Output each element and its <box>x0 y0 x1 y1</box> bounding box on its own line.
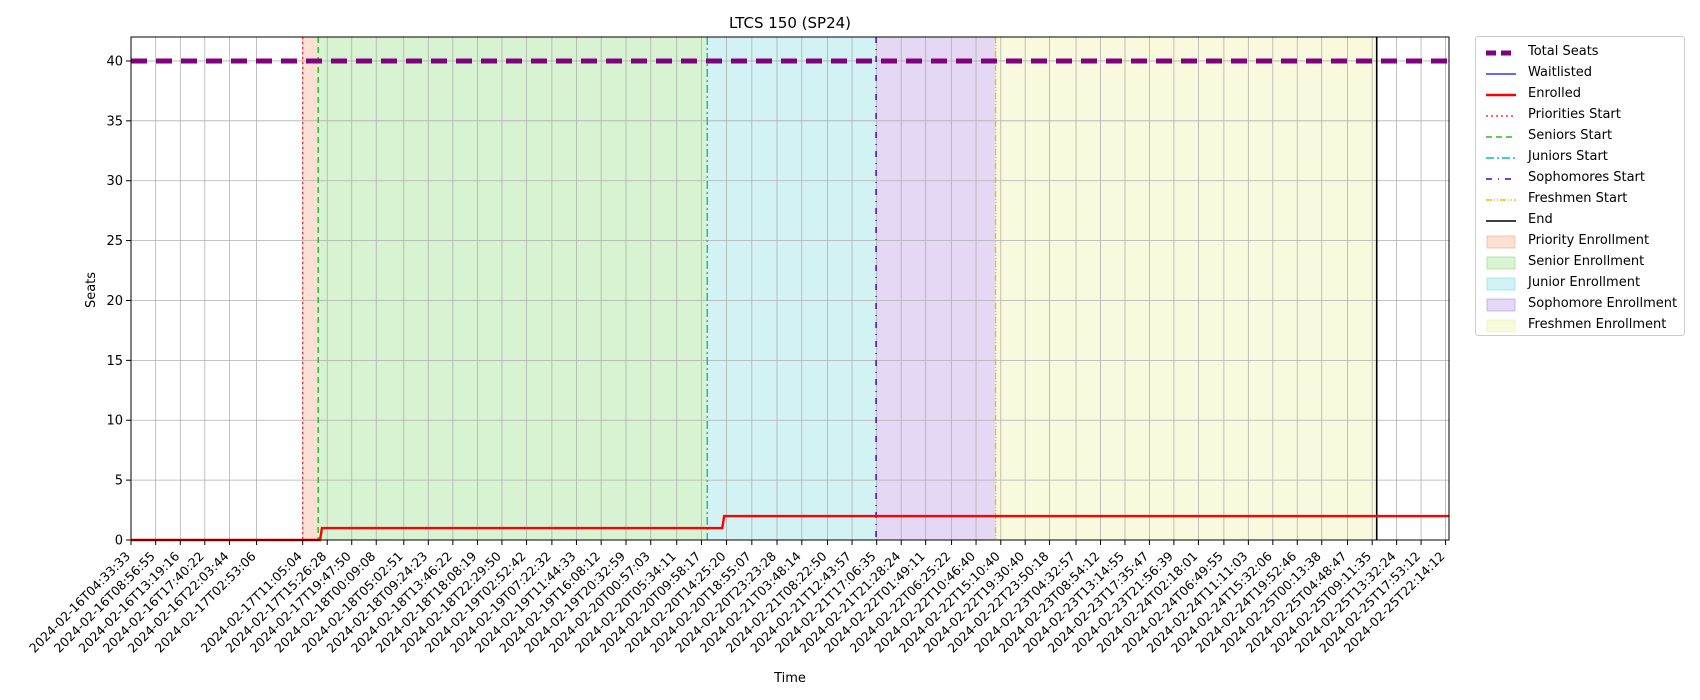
legend-item: Waitlisted <box>1482 62 1678 83</box>
legend-label: Seniors Start <box>1528 128 1613 143</box>
legend-item: Sophomores Start <box>1482 167 1678 188</box>
legend-item: Freshmen Enrollment <box>1482 314 1678 335</box>
legend-swatch <box>1486 276 1516 290</box>
legend-swatch <box>1486 255 1516 269</box>
legend-swatch <box>1486 297 1516 311</box>
y-tick-label: 30 <box>106 174 123 189</box>
legend-label: End <box>1528 212 1553 227</box>
legend-item: Juniors Start <box>1482 146 1678 167</box>
y-axis-label: Seats <box>84 272 99 308</box>
y-tick-label: 35 <box>106 114 123 129</box>
legend-item: Seniors Start <box>1482 125 1678 146</box>
legend-label: Sophomore Enrollment <box>1528 296 1678 311</box>
legend-swatch <box>1486 108 1516 122</box>
legend-label: Freshmen Enrollment <box>1528 317 1667 332</box>
legend-label: Juniors Start <box>1528 149 1608 164</box>
legend-swatch <box>1486 87 1516 101</box>
legend-item: Freshmen Start <box>1482 188 1678 209</box>
legend-item: Senior Enrollment <box>1482 251 1678 272</box>
legend-item: Priority Enrollment <box>1482 230 1678 251</box>
chart-title: LTCS 150 (SP24) <box>729 14 851 32</box>
legend-label: Total Seats <box>1528 44 1599 59</box>
legend-swatch <box>1486 129 1516 143</box>
legend: Total Seats Waitlisted Enrolled Priorities … <box>1475 36 1685 336</box>
legend-item: Junior Enrollment <box>1482 272 1678 293</box>
legend-swatch <box>1486 192 1516 206</box>
legend-swatch <box>1486 45 1516 59</box>
legend-label: Freshmen Start <box>1528 191 1628 206</box>
y-tick-label: 10 <box>106 414 123 429</box>
legend-label: Waitlisted <box>1528 65 1593 80</box>
plot-frame <box>130 36 1450 541</box>
legend-label: Priority Enrollment <box>1528 233 1650 248</box>
x-axis-label: Time <box>773 671 806 686</box>
y-tick-label: 0 <box>115 534 123 549</box>
legend-swatch <box>1486 66 1516 80</box>
legend-item: End <box>1482 209 1678 230</box>
legend-swatch <box>1486 213 1516 227</box>
y-tick-label: 20 <box>106 294 123 309</box>
legend-item: Enrolled <box>1482 83 1678 104</box>
legend-label: Senior Enrollment <box>1528 254 1645 269</box>
span-freshmen-enrollment <box>995 37 1377 540</box>
legend-label: Priorities Start <box>1528 107 1621 122</box>
legend-item: Total Seats <box>1482 41 1678 62</box>
legend-swatch <box>1486 150 1516 164</box>
legend-label: Sophomores Start <box>1528 170 1645 185</box>
y-tick-label: 15 <box>106 354 123 369</box>
span-priority-enrollment <box>302 37 319 540</box>
legend-label: Junior Enrollment <box>1528 275 1641 290</box>
y-tick-label: 40 <box>106 54 123 69</box>
legend-label: Enrolled <box>1528 86 1581 101</box>
span-junior-enrollment <box>707 37 877 540</box>
legend-item: Sophomore Enrollment <box>1482 293 1678 314</box>
y-tick-label: 25 <box>106 234 123 249</box>
legend-swatch <box>1486 234 1516 248</box>
plot-area: 05101520253035402024-02-16T04:33:332024-… <box>26 36 1450 656</box>
legend-swatch <box>1486 171 1516 185</box>
legend-swatch <box>1486 318 1516 332</box>
y-tick-label: 5 <box>115 474 123 489</box>
legend-item: Priorities Start <box>1482 104 1678 125</box>
span-sophomore-enrollment <box>876 37 996 540</box>
